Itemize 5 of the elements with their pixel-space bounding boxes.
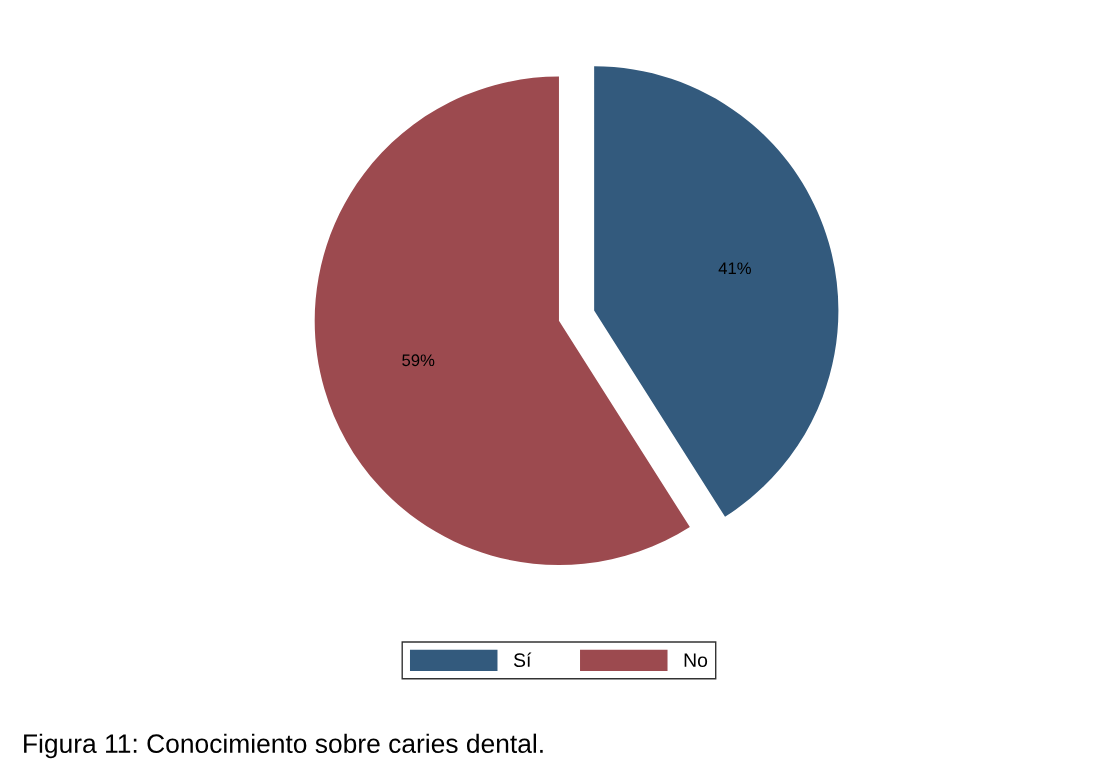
text: Figura 11: Conocimiento sobre caries dental. (24, 733, 543, 759)
legend-label: Sí (513, 652, 532, 668)
data-label: 59% (402, 354, 435, 367)
legend-label: No (684, 653, 708, 668)
data-label: 41% (718, 262, 751, 275)
